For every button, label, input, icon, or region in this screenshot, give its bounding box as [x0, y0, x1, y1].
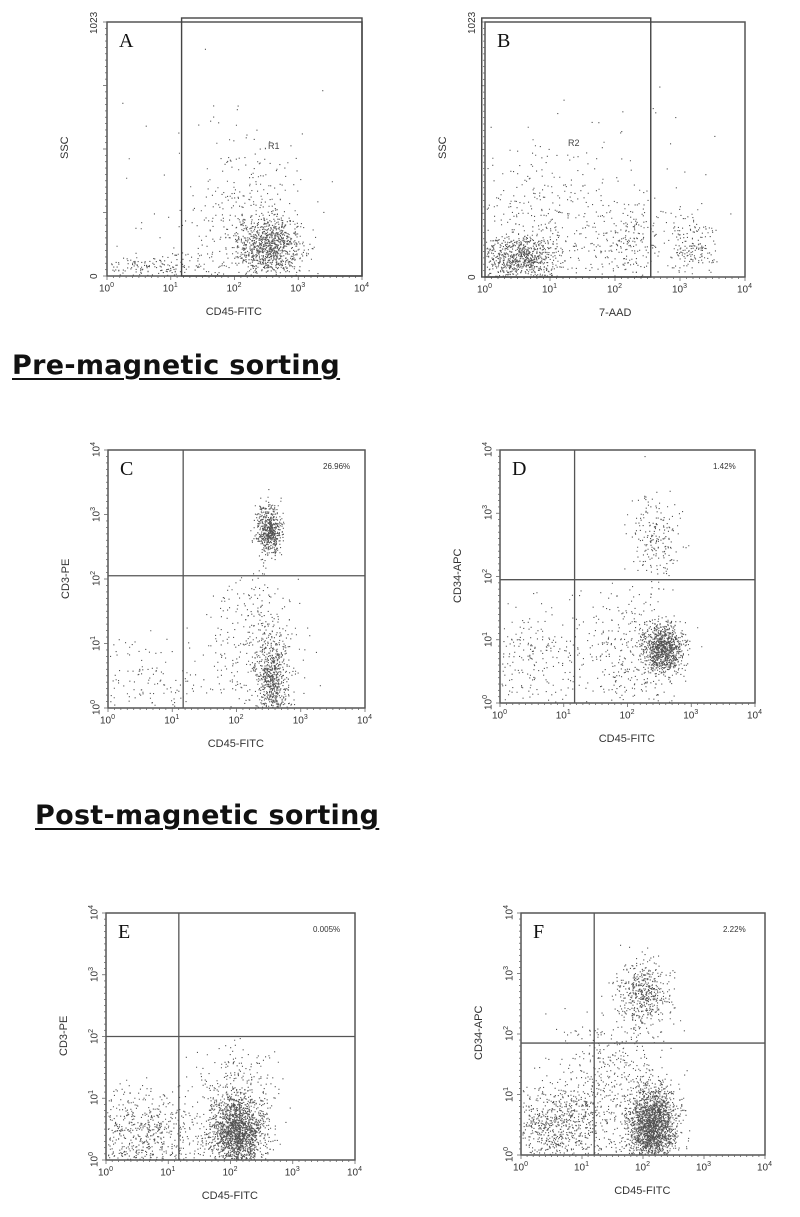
x-axis-label: CD45-FITC	[598, 733, 655, 745]
x-tick-label: 101	[574, 1161, 590, 1174]
x-tick-label: 103	[292, 714, 308, 727]
x-axis-label: 7-AAD	[599, 307, 632, 319]
quadrant-percentage: 26.96%	[323, 462, 351, 471]
y-tick-label: 102	[503, 1025, 516, 1041]
panel-letter: B	[497, 30, 511, 52]
x-tick-label: 101	[555, 709, 571, 722]
section-title-post-sorting: Post-magnetic sorting	[35, 800, 380, 831]
x-axis-label: CD45-FITC	[614, 1185, 671, 1197]
quadrant-percentage: 0.005%	[313, 925, 341, 934]
x-tick-label: 102	[226, 282, 242, 295]
x-tick-label: 101	[164, 714, 180, 727]
panel-letter: D	[512, 458, 527, 480]
x-tick-label: 102	[635, 1161, 651, 1174]
x-tick-label: 100	[477, 283, 493, 296]
gate-r2	[481, 17, 652, 278]
x-tick-label: 104	[747, 709, 763, 722]
gate-label: R1	[268, 141, 280, 151]
y-tick-label: 104	[503, 904, 516, 920]
x-tick-label: 104	[347, 1166, 363, 1179]
x-tick-label: 100	[492, 709, 508, 722]
x-tick-label: 102	[607, 283, 623, 296]
event-dots	[110, 489, 321, 708]
x-tick-label: 103	[696, 1161, 712, 1174]
y-axis-label: CD34-APC	[473, 1005, 485, 1061]
quadrant-percentage: 1.42%	[713, 462, 736, 471]
y-tick-label: 100	[503, 1146, 516, 1162]
x-tick-label: 104	[357, 714, 373, 727]
gate-label: R2	[568, 138, 580, 148]
y-tick-label: 101	[503, 1086, 516, 1102]
panel-letter: F	[533, 921, 545, 943]
x-tick-label: 102	[228, 714, 244, 727]
x-tick-label: 101	[160, 1166, 176, 1179]
x-tick-label: 100	[513, 1161, 529, 1174]
x-tick-label: 102	[222, 1166, 238, 1179]
y-tick-label: 103	[503, 965, 516, 981]
x-tick-label: 104	[737, 283, 753, 296]
event-dots	[522, 944, 691, 1155]
x-tick-label: 103	[284, 1166, 300, 1179]
panel-letter: C	[120, 458, 134, 480]
event-dots	[111, 48, 333, 277]
x-tick-label: 100	[100, 714, 116, 727]
x-axis-label: CD45-FITC	[205, 306, 262, 318]
x-tick-label: 104	[354, 282, 370, 295]
x-tick-label: 103	[683, 709, 699, 722]
panel-letter: A	[119, 30, 134, 52]
x-tick-label: 103	[290, 282, 306, 295]
x-tick-label: 101	[162, 282, 178, 295]
section-title-pre-sorting: Pre-magnetic sorting	[12, 350, 341, 381]
x-tick-label: 102	[619, 709, 635, 722]
x-tick-label: 100	[98, 1166, 114, 1179]
x-tick-label: 103	[672, 283, 688, 296]
x-tick-label: 101	[542, 283, 558, 296]
x-tick-label: 100	[99, 282, 115, 295]
event-dots	[107, 1038, 291, 1160]
x-tick-label: 104	[757, 1161, 773, 1174]
quadrant-percentage: 2.22%	[723, 925, 746, 934]
x-axis-label: CD45-FITC	[207, 738, 264, 750]
gate-r1	[180, 17, 363, 277]
x-axis-label: CD45-FITC	[201, 1190, 258, 1202]
panel-letter: E	[118, 921, 131, 943]
event-dots	[501, 456, 703, 703]
